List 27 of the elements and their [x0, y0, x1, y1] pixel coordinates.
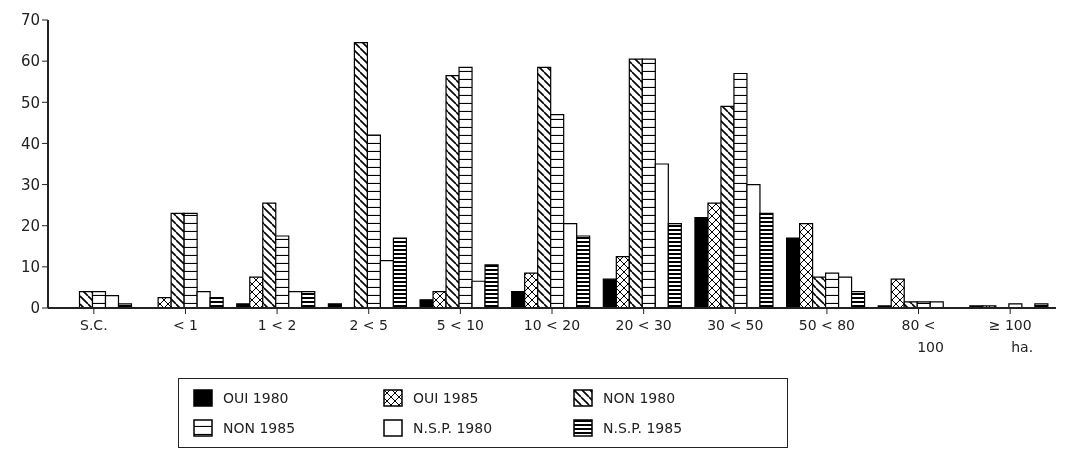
bar	[1008, 303, 1023, 308]
x-tick-label: 10 < 20	[523, 317, 581, 333]
y-tick-label: 60	[20, 52, 40, 71]
x-tick-label: 80 < 100	[901, 317, 944, 355]
x-tick-label: 2 < 5	[349, 317, 388, 333]
x-tick-label: 1 < 2	[257, 317, 297, 333]
legend-label: N.S.P. 1980	[413, 420, 493, 436]
x-tick-label: 30 < 50	[707, 317, 764, 333]
legend-label: OUI 1980	[223, 390, 289, 406]
y-tick-label: 40	[20, 134, 40, 153]
y-tick-label: 20	[20, 217, 40, 236]
bar	[1034, 303, 1049, 308]
x-tick-label: 50 < 80	[798, 317, 856, 333]
y-tick-label: 10	[20, 258, 40, 277]
x-tick-label: 5 < 10	[436, 317, 485, 333]
x-tick-label: 20 < 30	[615, 317, 672, 333]
y-tick-label: 70	[20, 11, 40, 30]
legend-label: OUI 1985	[413, 390, 479, 406]
legend-label: N.S.P. 1985	[603, 420, 683, 436]
x-tick-label: ≥ 100 ha.	[988, 317, 1034, 355]
y-tick-label: 0	[30, 299, 40, 318]
x-tick-label: < 1	[172, 317, 198, 333]
legend-label: NON 1985	[223, 420, 296, 436]
y-tick-label: 50	[20, 93, 40, 112]
y-tick-label: 30	[20, 175, 40, 194]
legend-label: NON 1980	[603, 390, 676, 406]
x-tick-label: S.C.	[80, 317, 108, 333]
